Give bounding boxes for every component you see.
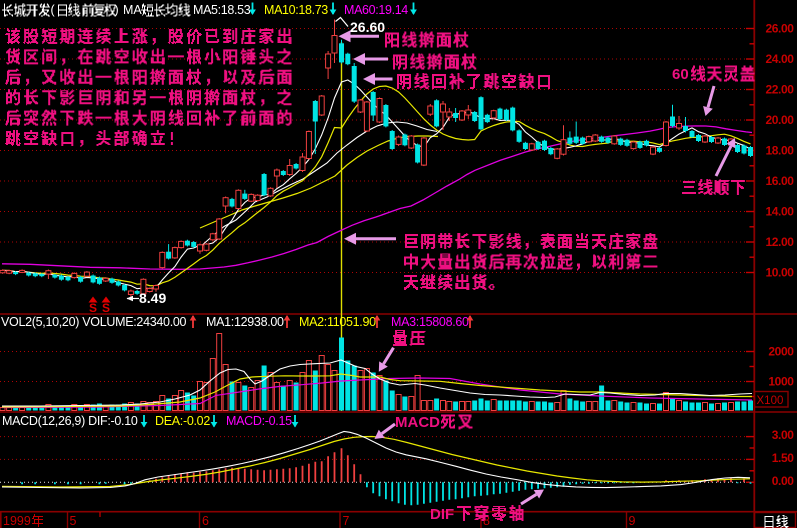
svg-text:MACD(12,26,9) DIF:-0.10: MACD(12,26,9) DIF:-0.10 [2,414,138,428]
svg-text:MA5:18.53: MA5:18.53 [193,3,251,17]
svg-text:6: 6 [202,514,209,528]
svg-text:3.00: 3.00 [772,428,794,442]
svg-text:18.00: 18.00 [765,144,794,158]
svg-text:7: 7 [343,514,350,528]
svg-text:X100: X100 [757,395,784,407]
svg-text:DIF: DIF [430,506,454,523]
svg-text:60: 60 [672,66,689,83]
svg-text:24.00: 24.00 [765,52,794,66]
svg-text:VOL2(5,10,20) VOLUME:24340.00: VOL2(5,10,20) VOLUME:24340.00 [1,315,187,329]
svg-text:MA1:12938.00: MA1:12938.00 [206,315,284,329]
svg-text:12.00: 12.00 [765,235,794,249]
svg-text:MA3:15808.60: MA3:15808.60 [391,315,469,329]
svg-text:S: S [89,301,97,315]
svg-text:0.00: 0.00 [772,474,794,488]
svg-text:MA10:18.73: MA10:18.73 [264,3,328,17]
svg-text:MACD:-0.15: MACD:-0.15 [226,414,292,428]
svg-text:MA: MA [123,3,142,17]
svg-text:2000: 2000 [768,345,794,359]
svg-text:9: 9 [629,514,636,528]
svg-text:): ) [115,3,119,17]
svg-text:1999: 1999 [3,514,31,528]
svg-text:14.00: 14.00 [765,205,794,219]
svg-text:MA2:11051.90: MA2:11051.90 [299,315,376,329]
svg-text:16.00: 16.00 [765,174,794,188]
svg-text:10.00: 10.00 [765,266,794,280]
svg-text:8.49: 8.49 [139,290,166,306]
svg-text:8: 8 [483,514,490,528]
svg-text:(: ( [51,3,56,17]
svg-text:.: . [78,3,81,17]
svg-text:26.00: 26.00 [765,22,794,36]
svg-text:S: S [102,301,110,315]
svg-text:5: 5 [70,514,77,528]
svg-text:1000: 1000 [768,375,794,389]
svg-text:1.50: 1.50 [772,451,794,465]
svg-text:20.00: 20.00 [765,113,794,127]
svg-text:DEA:-0.02: DEA:-0.02 [155,414,210,428]
svg-text:22.00: 22.00 [765,83,794,97]
svg-text:26.60: 26.60 [350,19,385,35]
svg-text:MACD: MACD [395,414,440,431]
svg-text:MA60:19.14: MA60:19.14 [344,3,408,17]
